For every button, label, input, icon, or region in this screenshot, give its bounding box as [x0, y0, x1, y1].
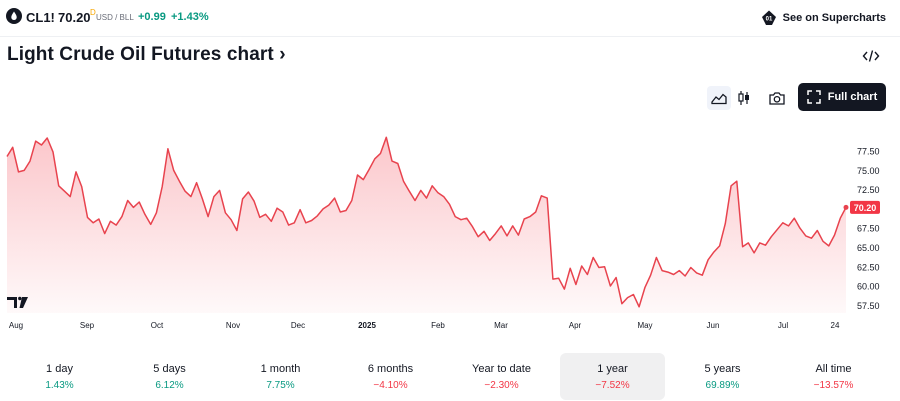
- area-chart-button[interactable]: [707, 86, 731, 110]
- screenshot-button[interactable]: [765, 86, 789, 110]
- price-unit: USD / BLL: [96, 13, 134, 22]
- candles-icon: [738, 91, 749, 105]
- area-chart-icon: [711, 93, 727, 105]
- period-5[interactable]: 1 year −7.52%: [560, 353, 665, 400]
- y-tick-label: 62.50: [857, 262, 880, 272]
- x-tick-label: 2025: [358, 321, 376, 330]
- period-2[interactable]: 1 month 7.75%: [228, 353, 333, 400]
- x-tick-label: Aug: [9, 321, 23, 330]
- last-price-badge: [850, 200, 880, 214]
- period-3[interactable]: 6 months −4.10%: [338, 353, 443, 400]
- candles-button[interactable]: [732, 86, 756, 110]
- page-title[interactable]: Light Crude Oil Futures chart ›: [7, 44, 286, 66]
- x-tick-label: Nov: [226, 321, 240, 330]
- period-0[interactable]: 1 day 1.43%: [7, 353, 112, 400]
- symbol-header: CL1! 70.20 D USD / BLL +0.99 +1.43% 01 S…: [0, 0, 900, 37]
- period-change: 6.12%: [155, 380, 184, 391]
- period-7[interactable]: All time −13.57%: [781, 353, 886, 400]
- period-change: 1.43%: [45, 380, 74, 391]
- period-change: 7.75%: [266, 380, 295, 391]
- x-tick-label: Sep: [80, 321, 95, 330]
- x-tick-label: Feb: [431, 321, 445, 330]
- supercharts-label: See on Supercharts: [782, 12, 886, 24]
- svg-text:01: 01: [765, 17, 772, 23]
- period-4[interactable]: Year to date −2.30%: [449, 353, 554, 400]
- price-chart[interactable]: Aug Sep Oct Nov Dec 2025 Feb Mar Apr May Jun Jul 24 …: [0, 116, 900, 336]
- y-tick-label: 60.00: [857, 282, 880, 292]
- x-tick-label: 24: [831, 321, 840, 330]
- x-tick-label: Jun: [707, 321, 720, 330]
- x-tick-label: Jul: [778, 321, 788, 330]
- price-change: +0.99: [138, 11, 166, 23]
- performance-periods: 1 day 1.43% 5 days 6.12% 1 month 7.75% 6 month…: [0, 353, 900, 401]
- y-tick-label: 77.50: [857, 147, 880, 157]
- period-label: Year to date: [472, 363, 531, 375]
- y-tick-label: 67.50: [857, 224, 880, 234]
- period-label: 5 years: [704, 363, 741, 375]
- period-change: −13.57%: [813, 380, 854, 391]
- y-tick-label: 75.00: [857, 166, 880, 176]
- fullscreen-icon: [806, 90, 821, 104]
- y-tick-label: 65.00: [857, 243, 880, 253]
- period-label: 1 month: [260, 363, 301, 375]
- price-area-fill: [7, 137, 846, 313]
- price-change-percent: +1.43%: [171, 11, 209, 23]
- period-6[interactable]: 5 years 69.89%: [670, 353, 775, 400]
- tradingview-logo: [7, 296, 28, 308]
- plot-area: [6, 136, 849, 313]
- page-title-text: Light Crude Oil Futures chart: [7, 44, 274, 65]
- supercharts-logo-icon: 01: [761, 10, 776, 25]
- x-tick-label: Oct: [151, 321, 164, 330]
- x-tick-label: May: [637, 321, 652, 330]
- last-price: 70.20: [58, 10, 91, 25]
- period-label: 1 day: [46, 363, 73, 375]
- period-change: −4.10%: [373, 380, 408, 391]
- price-line: [6, 136, 847, 308]
- camera-icon: [769, 91, 785, 105]
- period-label: All time: [815, 363, 852, 375]
- period-label: 1 year: [597, 363, 628, 375]
- period-label: 5 days: [153, 363, 186, 375]
- chevron-right-icon: ›: [273, 44, 286, 65]
- embed-code-icon[interactable]: [862, 48, 880, 64]
- y-tick-label: 72.50: [857, 185, 880, 195]
- x-tick-label: Mar: [494, 321, 508, 330]
- price-delay-marker: D: [90, 8, 96, 17]
- y-axis: 57.50 60.00 62.50 65.00 67.50 72.50 75.00 77.50…: [850, 147, 880, 311]
- period-change: −7.52%: [595, 380, 630, 391]
- oil-drop-icon: [6, 8, 22, 24]
- full-chart-button[interactable]: Full chart: [798, 83, 886, 111]
- x-tick-label: Dec: [291, 321, 305, 330]
- y-tick-label: 57.50: [857, 301, 880, 311]
- x-axis: Aug Sep Oct Nov Dec 2025 Feb Mar Apr May Jun Jul 24: [9, 321, 840, 330]
- x-tick-label: Apr: [569, 321, 582, 330]
- last-price-dot: [843, 204, 849, 210]
- period-1[interactable]: 5 days 6.12%: [117, 353, 222, 400]
- period-change: 69.89%: [705, 380, 740, 391]
- symbol-ticker: CL1!: [26, 10, 55, 25]
- see-on-supercharts-link[interactable]: 01 See on Supercharts: [761, 8, 886, 28]
- last-price-label: 70.20: [854, 203, 877, 213]
- period-label: 6 months: [367, 363, 414, 375]
- period-change: −2.30%: [484, 380, 519, 391]
- full-chart-label: Full chart: [827, 91, 878, 103]
